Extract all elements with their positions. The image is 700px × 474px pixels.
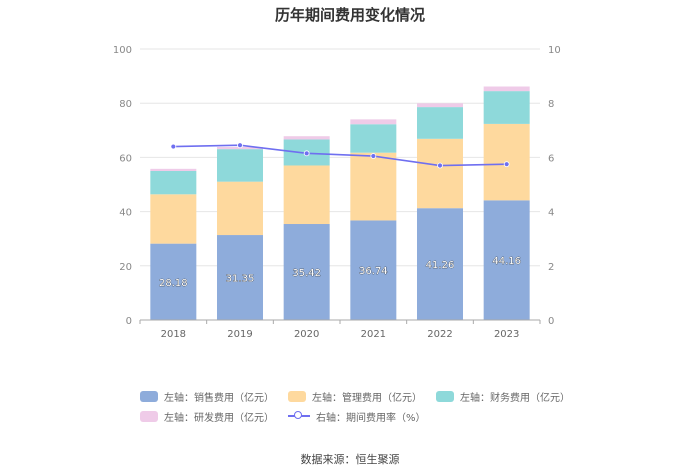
legend-label-rate: 右轴：期间费用率（%） (316, 412, 426, 424)
bar-segment (417, 103, 463, 108)
bar-segment (350, 152, 397, 221)
y-right-tick-label: 0 (548, 316, 554, 327)
bar-segment (150, 168, 197, 172)
rate-point (437, 162, 443, 169)
legend-label-finance: 左轴：财务费用（亿元） (460, 392, 570, 404)
bar-segment (283, 224, 330, 320)
y-right-tick-label: 4 (548, 208, 554, 219)
rate-point (503, 161, 510, 168)
bar-segment (217, 235, 263, 320)
legend-item-rd[interactable]: 左轴：研发费用（亿元） (140, 409, 274, 424)
bar-value-label: 31.35 (226, 274, 255, 285)
bar-segment (350, 124, 397, 153)
rate-point (170, 143, 177, 150)
rate-point (303, 150, 310, 157)
bar-value-label: 41.26 (426, 260, 455, 271)
bar-segment (217, 149, 263, 182)
y-right-tick-label: 8 (548, 99, 554, 110)
legend-swatch-rd (140, 410, 158, 422)
legend-swatch-rate (288, 410, 310, 422)
bar-segment (283, 165, 330, 225)
bar-segment (417, 208, 463, 320)
y-left-tick-label: 40 (119, 208, 132, 219)
rate-point (370, 153, 377, 159)
bar-segment (217, 181, 263, 236)
x-tick-label: 2023 (494, 329, 519, 340)
y-left-tick-label: 60 (119, 153, 132, 164)
bar-segment (150, 194, 197, 244)
bar-segment (483, 91, 530, 124)
bar-segment (417, 138, 463, 209)
bar-segment (150, 243, 197, 320)
legend-label-admin: 左轴：管理费用（亿元） (312, 392, 422, 404)
legend-swatch-admin (288, 390, 306, 402)
bar-segment (350, 119, 397, 125)
bar-segment (483, 200, 530, 320)
legend-swatch-finance (436, 390, 454, 402)
y-right-tick-label: 10 (548, 45, 561, 56)
y-left-tick-label: 100 (113, 45, 132, 56)
y-left-tick-label: 20 (119, 262, 132, 273)
chart-title: 历年期间费用变化情况 (274, 6, 425, 24)
legend-item-sales[interactable]: 左轴：销售费用（亿元） (140, 389, 274, 404)
x-tick-label: 2018 (161, 329, 186, 340)
y-right-tick-label: 2 (548, 262, 554, 273)
legend-swatch-sales (140, 390, 158, 402)
bar-segment (483, 86, 530, 92)
bar-segment (350, 220, 397, 320)
chart-legend: 左轴：销售费用（亿元） 左轴：管理费用（亿元） 左轴：财务费用（亿元） 左轴：研… (140, 386, 580, 426)
y-left-tick-label: 80 (119, 99, 132, 110)
legend-item-admin[interactable]: 左轴：管理费用（亿元） (288, 389, 422, 404)
bar-segment (417, 107, 463, 139)
legend-label-rd: 左轴：研发费用（亿元） (164, 412, 274, 424)
legend-label-sales: 左轴：销售费用（亿元） (164, 392, 274, 404)
x-tick-label: 2021 (361, 329, 386, 340)
bar-value-label: 28.18 (159, 278, 188, 289)
bar-segment (150, 171, 197, 195)
y-left-tick-label: 0 (126, 316, 132, 327)
data-source: 数据来源：恒生聚源 (300, 453, 400, 466)
x-tick-label: 2019 (227, 329, 252, 340)
legend-item-rate[interactable]: 右轴：期间费用率（%） (288, 409, 426, 424)
rate-line (173, 144, 507, 167)
bar-value-label: 36.74 (359, 266, 388, 277)
legend-item-finance[interactable]: 左轴：财务费用（亿元） (436, 389, 570, 404)
y-right-tick-label: 6 (548, 153, 554, 164)
x-tick-label: 2022 (427, 329, 452, 340)
bar-segment (283, 136, 330, 140)
rate-point (237, 142, 243, 149)
bar-value-label: 44.16 (492, 256, 521, 267)
x-tick-label: 2020 (294, 329, 319, 340)
bar-value-label: 35.42 (292, 268, 321, 279)
